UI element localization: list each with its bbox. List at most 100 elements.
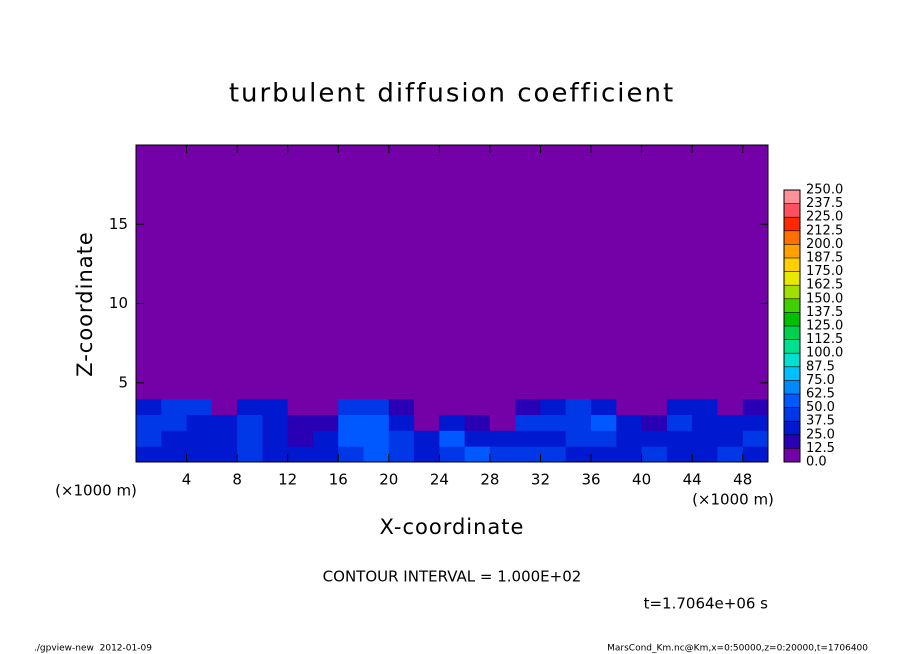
heatmap-cell <box>312 145 339 400</box>
heatmap-cell <box>388 430 415 447</box>
colorbar-swatch <box>784 244 800 258</box>
colorbar-swatch <box>784 366 800 381</box>
heatmap-cell <box>338 398 365 415</box>
colorbar-swatch <box>784 434 800 449</box>
heatmap-cell <box>388 414 415 431</box>
heatmap-cell <box>338 414 365 431</box>
heatmap-cell <box>641 145 668 400</box>
x-tick-label: 24 <box>430 471 449 489</box>
colorbar-label: 162.5 <box>806 278 843 293</box>
heatmap-cell <box>641 446 668 463</box>
heatmap-cell <box>641 430 668 447</box>
heatmap-cell <box>312 446 339 463</box>
y-tick-label: 5 <box>118 373 128 391</box>
heatmap-cell <box>591 145 617 400</box>
heatmap-cell <box>338 145 365 400</box>
x-tick-label: 48 <box>733 471 752 489</box>
y-tick-label: 15 <box>109 215 128 233</box>
heatmap-cell <box>540 145 567 400</box>
heatmap-cell <box>565 398 592 415</box>
heatmap-cell <box>591 414 617 431</box>
colorbar-label: 250.0 <box>806 183 843 198</box>
heatmap-cell <box>692 145 718 400</box>
heatmap-cell <box>414 398 440 415</box>
x-tick-label: 28 <box>480 471 499 489</box>
heatmap-cell <box>439 430 466 447</box>
heatmap-cell <box>540 414 567 431</box>
heatmap-cell <box>591 398 617 415</box>
heatmap-cell <box>363 414 390 431</box>
colorbar-label: 237.5 <box>806 196 843 211</box>
heatmap-cell <box>136 446 162 463</box>
heatmap-cell <box>616 398 643 415</box>
heatmap-cell <box>742 414 769 431</box>
heatmap-cell <box>565 414 592 431</box>
heatmap-cell <box>489 398 516 415</box>
heatmap-cell <box>388 398 415 415</box>
heatmap-cell <box>439 398 466 415</box>
heatmap-cell <box>161 145 188 400</box>
heatmap-cell <box>161 446 188 463</box>
heatmap-cell <box>439 145 466 400</box>
y-unit: (×1000 m) <box>55 482 137 500</box>
heatmap-cell <box>414 446 440 463</box>
contour-interval: CONTOUR INTERVAL = 1.000E+02 <box>323 568 582 586</box>
heatmap-cell <box>262 398 289 415</box>
colorbar-label: 150.0 <box>806 291 843 306</box>
heatmap-cell <box>287 145 314 400</box>
heatmap-cell <box>616 446 643 463</box>
x-tick-label: 16 <box>329 471 348 489</box>
heatmap-cell <box>717 398 744 415</box>
heatmap-cell <box>742 430 769 447</box>
heatmap-cell <box>515 430 541 447</box>
x-unit: (×1000 m) <box>692 491 774 509</box>
colorbar-swatch <box>784 271 800 286</box>
y-axis-label: Z-coordinate <box>73 231 97 377</box>
heatmap-cell <box>666 398 693 415</box>
heatmap-cell <box>312 398 339 415</box>
x-tick-label: 4 <box>182 471 192 489</box>
colorbar-label: 0.0 <box>806 455 827 470</box>
heatmap-cell <box>489 446 516 463</box>
heatmap-cell <box>186 398 213 415</box>
colorbar-swatch <box>784 258 800 272</box>
colorbar-label: 175.0 <box>806 264 843 279</box>
heatmap-cell <box>717 430 744 447</box>
heatmap-cell <box>692 430 718 447</box>
colorbar-swatch <box>784 217 800 231</box>
heatmap-cell <box>742 446 769 463</box>
heatmap-cell <box>136 430 162 447</box>
heatmap-cell <box>641 398 668 415</box>
heatmap-cell <box>717 446 744 463</box>
heatmap-cell <box>338 446 365 463</box>
colorbar-swatch <box>784 326 800 340</box>
heatmap-cell <box>565 446 592 463</box>
heatmap-cell <box>666 145 693 400</box>
heatmap-cell <box>186 145 213 400</box>
heatmap-cell <box>414 145 440 400</box>
heatmap-cell <box>211 430 238 447</box>
colorbar-label: 112.5 <box>806 332 843 347</box>
heatmap-cell <box>262 414 289 431</box>
colorbar-swatch <box>784 380 800 394</box>
colorbar-swatch <box>784 285 800 299</box>
colorbar-label: 137.5 <box>806 305 843 320</box>
heatmap-cell <box>363 430 390 447</box>
heatmap-cell <box>186 414 213 431</box>
heatmap-cell <box>414 414 440 431</box>
heatmap-cell <box>591 430 617 447</box>
heatmap-cell <box>237 145 263 400</box>
heatmap-cell <box>312 414 339 431</box>
heatmap-cell <box>591 446 617 463</box>
heatmap-cell <box>136 414 162 431</box>
heatmap-cell <box>211 414 238 431</box>
heatmap-cell <box>489 430 516 447</box>
heatmap-cell <box>312 430 339 447</box>
heatmap-cell <box>136 398 162 415</box>
colorbar-swatch <box>784 421 800 435</box>
heatmap-cell <box>287 430 314 447</box>
heatmap-cell <box>515 414 541 431</box>
chart-title: turbulent diffusion coefficient <box>229 79 675 109</box>
heatmap-cell <box>515 145 541 400</box>
